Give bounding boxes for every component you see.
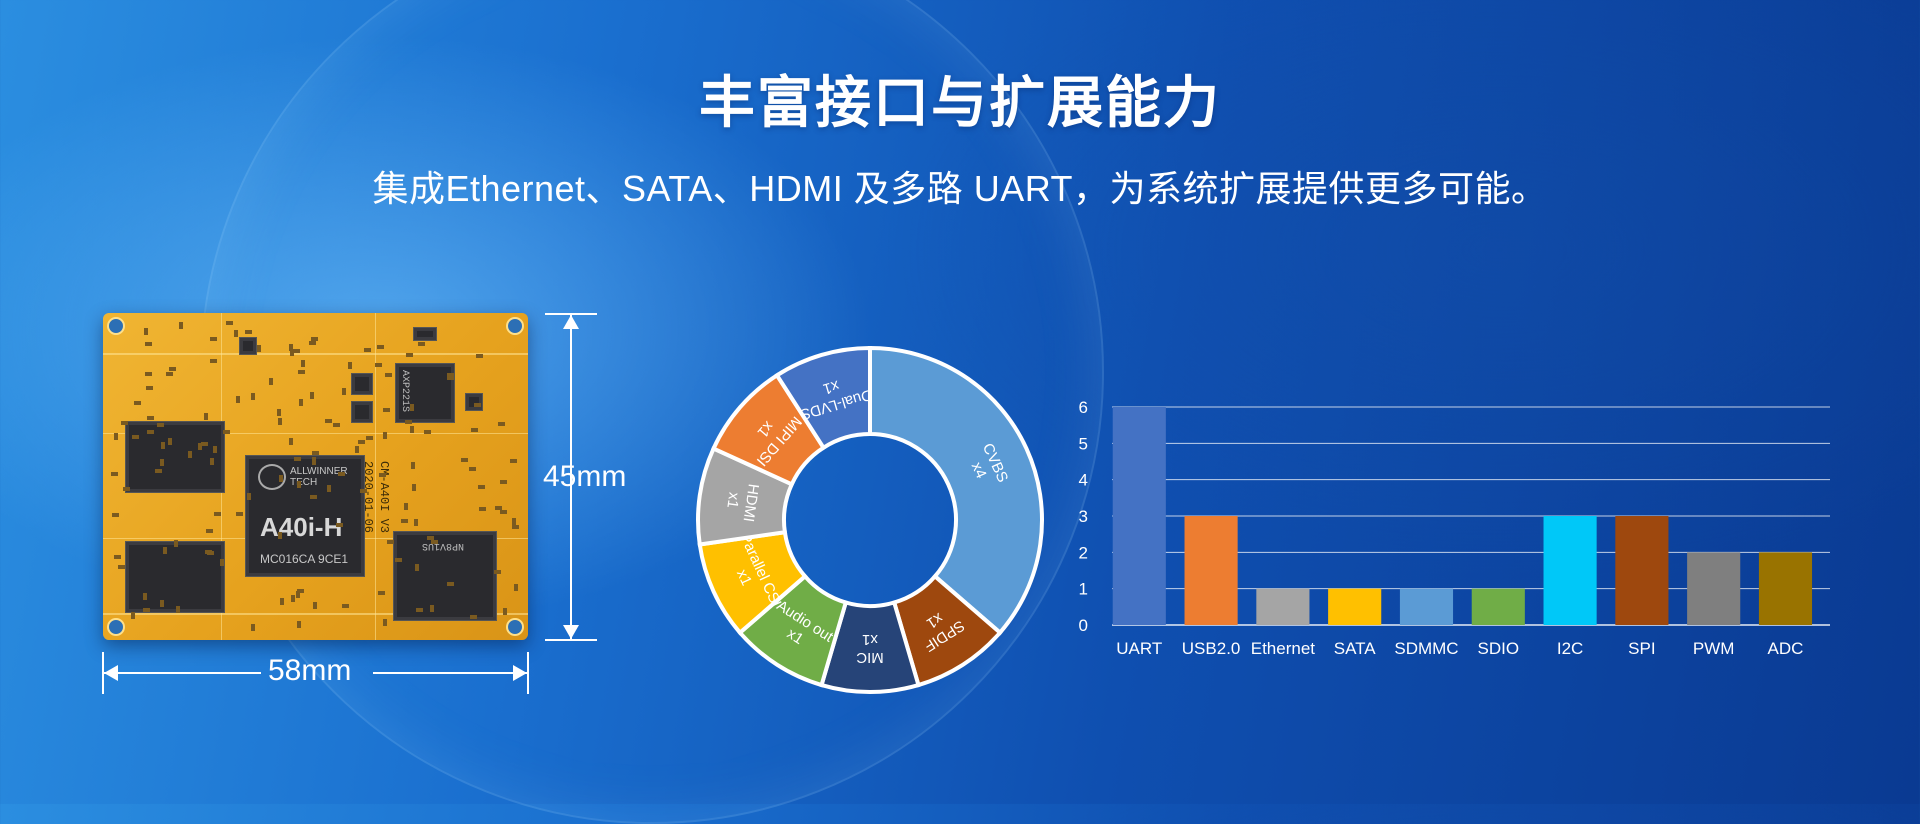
donut-label-hdmi: HDMI (740, 483, 762, 523)
bar-usb20 (1184, 516, 1238, 625)
bar-i2c (1543, 516, 1597, 625)
mounting-hole (107, 618, 125, 636)
x-tick-label-usb20: USB2.0 (1182, 639, 1241, 658)
donut-count-audio-out: x1 (784, 625, 807, 648)
y-tick-label: 6 (1079, 398, 1088, 417)
donut-slice-cvbs (868, 345, 1044, 636)
x-tick-label-sdio: SDIO (1478, 639, 1520, 658)
x-tick-label-sdmmc: SDMMC (1394, 639, 1458, 658)
mounting-hole (107, 317, 125, 335)
donut-count-mic: x1 (862, 631, 878, 648)
donut-count-spdif: x1 (923, 609, 946, 632)
x-tick-label-adc: ADC (1768, 639, 1804, 658)
y-tick-label: 4 (1079, 471, 1088, 490)
bar-ethernet (1256, 588, 1310, 625)
mounting-hole (506, 618, 524, 636)
bar-sdmmc (1399, 588, 1454, 625)
core-board-image: ALLWINNER TECH A40i-H MC016CA 9CE1 2020-… (103, 313, 528, 640)
width-label: 58mm (268, 654, 352, 687)
y-tick-label: 2 (1079, 543, 1088, 562)
donut-count-dual-lvds: x1 (821, 377, 841, 398)
mounting-hole (506, 317, 524, 335)
x-tick-label-ethernet: Ethernet (1251, 639, 1316, 658)
flash-chip: NP8V1US (393, 531, 497, 621)
soc-model-label: A40i-H (260, 512, 343, 542)
height-dimension-line (570, 313, 572, 640)
donut-count-cvbs: x4 (968, 460, 990, 481)
y-tick-label: 0 (1079, 616, 1088, 635)
bar-sata (1328, 588, 1382, 625)
allwinner-logo (258, 464, 286, 490)
width-dimension-line (103, 672, 261, 674)
page-title: 丰富接口与扩展能力 (699, 71, 1221, 134)
x-tick-label-spi: SPI (1628, 639, 1655, 658)
x-tick-label-i2c: I2C (1557, 639, 1583, 658)
y-tick-label: 3 (1079, 507, 1088, 526)
bar-spi (1615, 516, 1669, 625)
donut-slice-dual-lvds (774, 345, 872, 451)
page-subtitle: 集成Ethernet、SATA、HDMI 及多路 UART，为系统扩展提供更多可… (372, 168, 1548, 209)
donut-count-hdmi: x1 (723, 491, 742, 509)
y-tick-label: 1 (1079, 580, 1088, 599)
pmic-chip: AXP221S (395, 363, 455, 423)
bar-pwm (1687, 552, 1741, 625)
x-tick-label-uart: UART (1116, 639, 1162, 658)
donut-count-parallel-csi: x1 (733, 567, 755, 588)
y-tick-label: 5 (1079, 434, 1088, 453)
soc-chip: ALLWINNER TECH A40i-H MC016CA 9CE1 (245, 455, 365, 577)
soc-code-label: MC016CA 9CE1 (260, 552, 349, 566)
x-tick-label-pwm: PWM (1693, 639, 1735, 658)
bar-adc (1758, 552, 1813, 625)
ram-chip (125, 421, 225, 493)
x-tick-label-sata: SATA (1334, 639, 1377, 658)
height-label: 45mm (543, 460, 627, 493)
bar-uart (1112, 407, 1166, 625)
donut-label-mic: MIC (856, 649, 884, 666)
bar-sdio (1471, 588, 1525, 625)
interface-bar-chart: 0 1 2 3 4 5 6 UART USB2.0 Ethernet SATA SDMMC SDIO I2… (1079, 398, 1830, 658)
